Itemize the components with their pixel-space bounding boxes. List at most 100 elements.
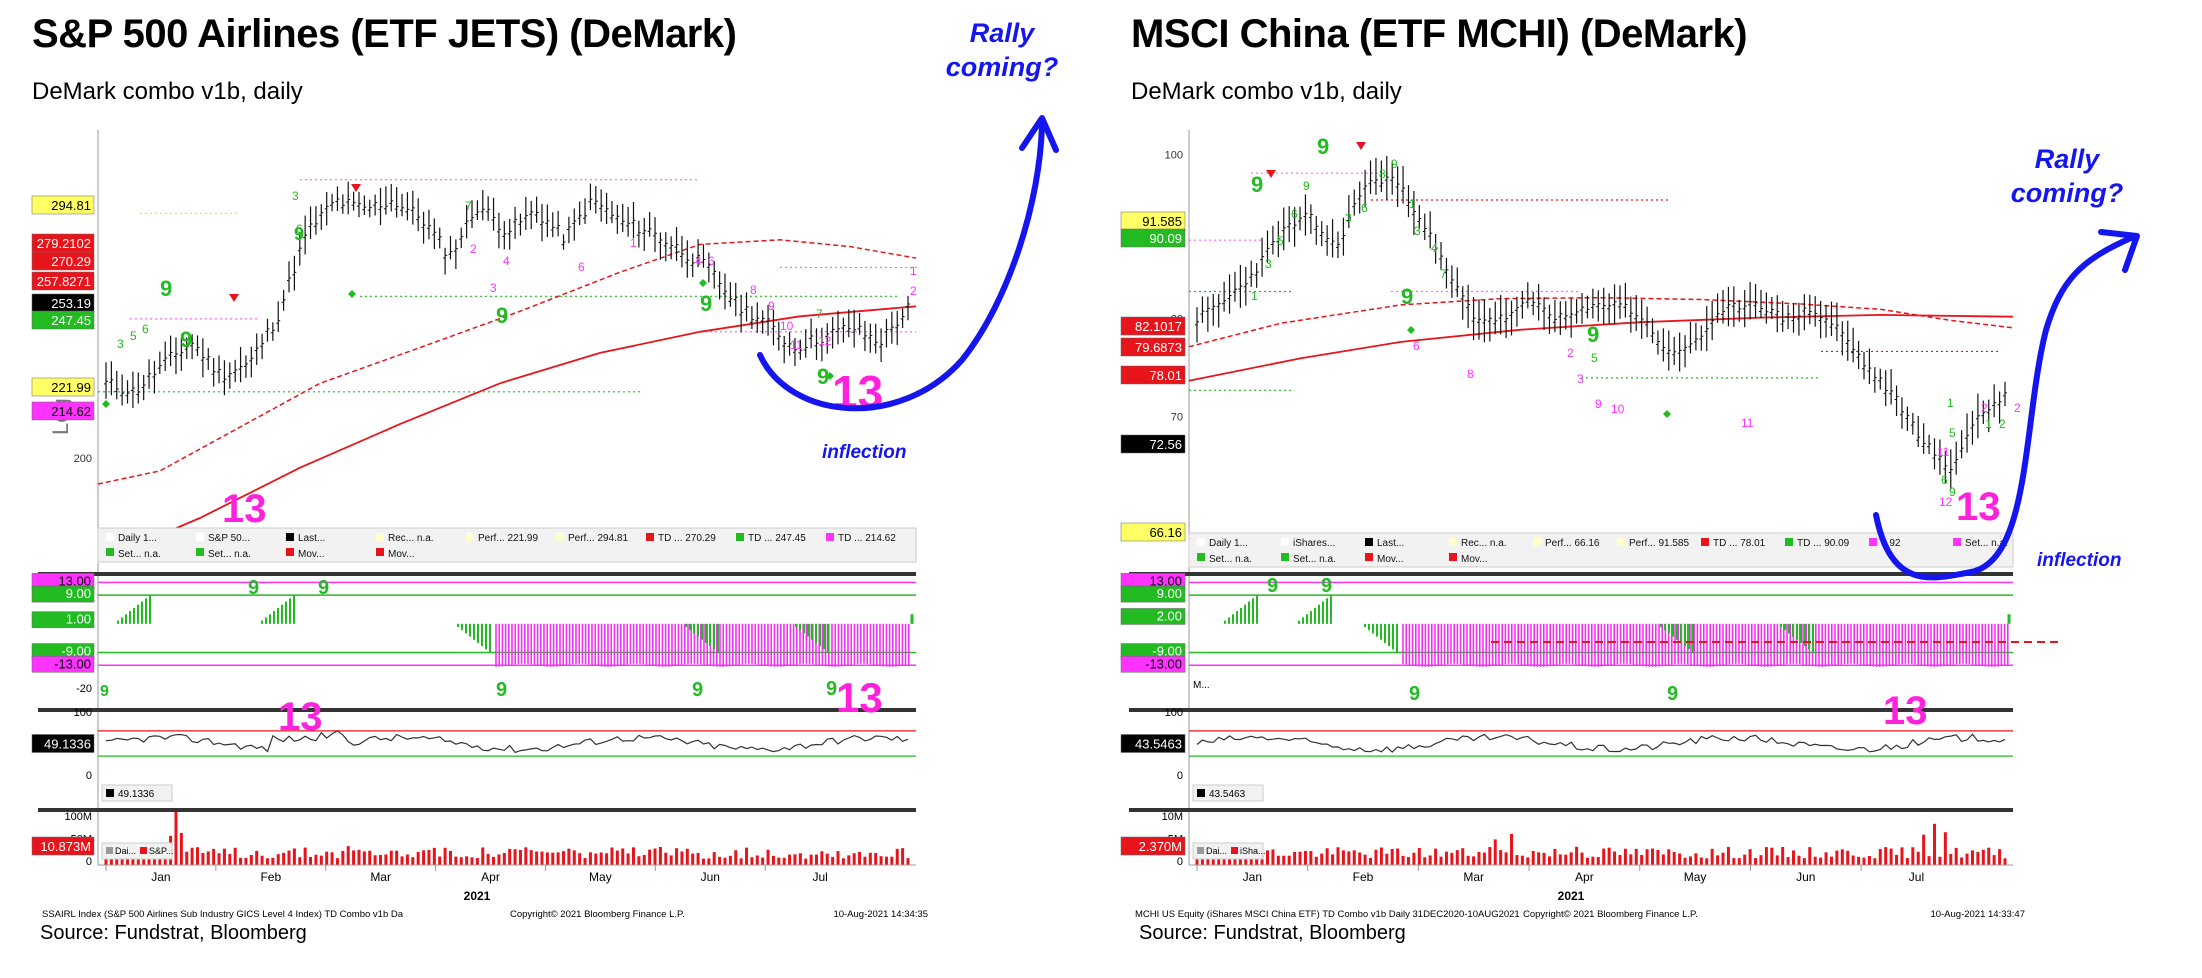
ind-label-bg	[31, 611, 95, 628]
td-setup-9-label: 9	[1401, 284, 1413, 309]
td-count-label: 6	[578, 260, 585, 274]
volume-bar	[185, 851, 189, 865]
legend-entry: Daily 1...	[118, 533, 157, 544]
td-count-label: 9	[768, 299, 775, 313]
volume-bar	[831, 856, 835, 865]
ind-setup-9-label: 9	[826, 678, 837, 700]
volume-bar	[863, 856, 867, 865]
volume-bar	[1781, 847, 1785, 865]
volume-bar	[443, 847, 447, 865]
volume-bar	[1390, 849, 1394, 865]
volume-bar	[518, 849, 522, 865]
td-count-label: 8	[750, 283, 757, 297]
ind-label-bg	[1120, 656, 1186, 673]
annotation-inflection: inflection	[2037, 550, 2121, 571]
td-count-label: 1	[1409, 197, 1416, 211]
volume-bar	[782, 857, 786, 865]
td-count-label: 2	[1567, 346, 1574, 360]
td-count-label: 3	[1265, 257, 1272, 271]
volume-bar	[1748, 849, 1752, 865]
volume-bar	[1444, 851, 1448, 865]
volume-bar	[1645, 849, 1649, 865]
legend-entry: Mov...	[1377, 554, 1403, 565]
volume-bar	[562, 851, 566, 865]
ind-tag: M...	[1193, 680, 1210, 691]
volume-bar	[588, 852, 592, 865]
volume-bar	[1282, 855, 1286, 865]
td-count-label: 2	[470, 242, 477, 256]
volume-bar	[1857, 856, 1861, 865]
legend-swatch	[1365, 538, 1373, 546]
volume-bar	[1575, 846, 1579, 865]
td-count-label: 5	[1591, 351, 1598, 365]
volume-bar	[1607, 847, 1611, 865]
td-diamond-marker	[826, 372, 834, 380]
td-diamond-marker	[1663, 410, 1671, 418]
ind-label: -9.00	[1152, 644, 1182, 659]
volume-bar	[1943, 832, 1947, 865]
right-chart-svg: 1009080701356936891347682359101115116912…	[1120, 130, 2140, 920]
volume-bar	[852, 853, 856, 865]
td-count-label: 2	[1981, 401, 1988, 415]
td-count-label: 10	[1611, 402, 1625, 416]
osc-value-label-bg	[31, 734, 95, 753]
price-label-bg	[1120, 522, 1186, 542]
annotation-rally: Rally	[2035, 144, 2102, 174]
volume-bar	[1499, 850, 1503, 865]
volume-bar	[658, 846, 662, 865]
vol-tick: 100M	[64, 811, 92, 823]
price-label: 270.29	[51, 254, 91, 269]
volume-bar	[841, 858, 845, 865]
volume-bar	[1369, 857, 1373, 865]
volume-bar	[131, 857, 135, 865]
td-sell-arrow	[229, 294, 239, 302]
moving-average-50	[97, 239, 917, 485]
volume-bar	[1656, 849, 1660, 865]
legend-swatch	[1785, 538, 1793, 546]
td-diamond-marker	[102, 400, 110, 408]
volume-bar	[1759, 855, 1763, 865]
volume-bar	[1325, 848, 1329, 865]
volume-bar	[1303, 850, 1307, 865]
price-label: 72.56	[1149, 437, 1182, 452]
price-label-bg	[31, 401, 95, 421]
volume-bar	[260, 855, 264, 865]
ind-countdown-13-label: 13	[836, 674, 883, 721]
vol-legend-entry: iSha...	[1240, 846, 1266, 856]
volume-bar	[206, 851, 210, 865]
volume-bar	[1716, 855, 1720, 865]
td-count-label: 6	[1941, 473, 1948, 487]
vol-value-label: 10.873M	[40, 839, 91, 854]
volume-bar	[1754, 858, 1758, 865]
legend-entry: Last...	[1377, 538, 1404, 549]
volume-bar	[212, 848, 216, 865]
price-label-bg	[1120, 365, 1186, 385]
volume-bar	[411, 857, 415, 865]
volume-bar	[1526, 857, 1530, 865]
legend-entry: Set... n.a.	[1209, 554, 1252, 565]
legend-entry: Perf... 91.585	[1629, 538, 1689, 549]
left-chart-panel: S&P 500 Airlines (ETF JETS) (DeMark) DeM…	[31, 12, 1059, 944]
td-count-label: 9	[1595, 397, 1602, 411]
volume-bar	[1504, 852, 1508, 865]
td-count-label: 11	[1937, 445, 1950, 459]
td-count-label: 7	[816, 307, 823, 321]
volume-bar	[1238, 858, 1242, 865]
volume-bar	[335, 858, 339, 865]
volume-bar	[1314, 856, 1318, 865]
volume-bar	[1564, 854, 1568, 865]
volume-bar	[901, 848, 905, 865]
x-month-label: Mar	[1463, 870, 1484, 884]
volume-bar	[1591, 856, 1595, 865]
volume-bar	[691, 853, 695, 865]
volume-bar	[1423, 857, 1427, 865]
volume-bar	[1764, 847, 1768, 865]
volume-bar	[319, 855, 323, 865]
osc-tick: 0	[86, 770, 92, 782]
footer-left: MCHI US Equity (iShares MSCI China ETF) …	[1135, 909, 1520, 920]
osc-line	[105, 730, 909, 754]
x-month-label: Jun	[1796, 870, 1815, 884]
price-label: 221.99	[51, 380, 91, 395]
volume-bar	[761, 857, 765, 865]
legend-swatch	[106, 548, 114, 556]
